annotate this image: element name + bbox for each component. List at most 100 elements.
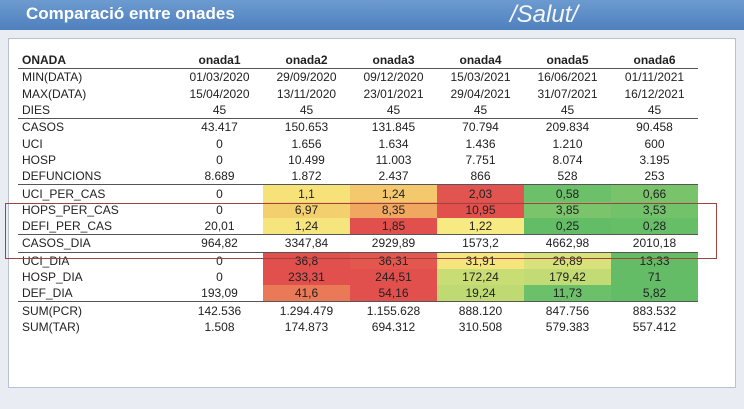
cell: 1.210 (552, 136, 583, 151)
cell: 10.499 (288, 152, 325, 167)
cell: 1,24 (263, 217, 350, 236)
row-label: MAX(DATA) (22, 86, 87, 101)
comparison-table: ONADA onada1 onada2 onada3 onada4 onada5 onada… (18, 52, 698, 335)
cell: 866 (437, 168, 524, 186)
cell: 253 (611, 168, 698, 186)
row-label: CASOS (22, 120, 65, 135)
highlight-box (5, 203, 717, 259)
column-header: onada4 (437, 52, 524, 70)
cell: 1.656 (291, 136, 322, 151)
cell: 193,09 (176, 285, 263, 303)
cell: 0,25 (524, 217, 611, 236)
cell: 1,22 (437, 217, 524, 236)
cell: 1.155.628 (366, 303, 421, 318)
column-header: onada1 (176, 52, 263, 70)
row-label: DIES (18, 101, 176, 120)
cell: 1.508 (204, 319, 235, 334)
cell: 43.417 (201, 120, 238, 135)
row-label: HOSP_DIA (22, 270, 83, 284)
cell: 847.756 (545, 303, 590, 318)
cell: 1.294.479 (279, 303, 334, 318)
row-label: SUM(TAR) (22, 319, 80, 334)
cell: 23/01/2021 (363, 86, 424, 101)
cell: 0 (216, 136, 223, 151)
row-label: UCI (22, 136, 43, 151)
cell: 3347,84 (263, 234, 350, 253)
cell: 233,31 (263, 268, 350, 286)
cell: 20,01 (176, 217, 263, 236)
column-header: onada3 (350, 52, 437, 70)
cell: 01/11/2021 (624, 70, 685, 85)
cell: 528 (524, 168, 611, 186)
row-label: CASOS_DIA (18, 234, 176, 253)
cell: 5,82 (611, 285, 698, 303)
cell: 15/03/2021 (450, 70, 511, 85)
cell: 244,51 (350, 268, 437, 286)
cell: 2.437 (350, 168, 437, 186)
cell: 0 (216, 152, 223, 167)
cell: 01/03/2020 (189, 70, 250, 85)
cell: 71 (611, 268, 698, 286)
cell: 0 (216, 186, 223, 201)
cell: 41,6 (263, 285, 350, 303)
row-label: UCI_DIA (22, 253, 70, 268)
cell: 3.195 (639, 152, 670, 167)
column-header: onada2 (263, 52, 350, 70)
cell: 150.653 (284, 120, 329, 135)
cell: 45 (437, 101, 524, 120)
cell: 09/12/2020 (363, 70, 424, 85)
cell: 45 (350, 101, 437, 120)
cell: 36,31 (350, 252, 437, 269)
row-label: HOSP (22, 152, 57, 167)
header-row: ONADA onada1 onada2 onada3 onada4 onada5 onada… (18, 52, 698, 70)
cell: 15/04/2020 (189, 86, 250, 101)
table-row: DEFUNCIONS 8.689 1.872 2.437 866 528 253 (18, 168, 698, 186)
brand: /Salut/ (510, 1, 579, 28)
cell: 26,89 (524, 252, 611, 269)
cell: 310.508 (458, 319, 503, 334)
cell: 8,35 (350, 201, 437, 218)
title: Comparació entre onades (26, 4, 235, 23)
cell: 6,97 (263, 201, 350, 218)
cell: 1,1 (263, 184, 350, 202)
cell: 3,53 (611, 201, 698, 218)
table-row: UCI 0 1.656 1.634 1.436 1.210 600 (18, 135, 698, 151)
cell: 3,85 (524, 201, 611, 218)
cell: 45 (263, 101, 350, 120)
cell: 19,24 (437, 285, 524, 303)
cell: 142.536 (197, 303, 242, 318)
cell: 45 (176, 101, 263, 120)
table-row: CASOS 43.417 150.653 131.845 70.794 209.834 90… (18, 119, 698, 136)
table-row: HOSP_DIA 0 233,31 244,51 172,24 179,42 71 (18, 268, 698, 286)
cell: 579.383 (545, 319, 590, 334)
column-header: onada5 (524, 52, 611, 70)
cell: 0 (216, 253, 223, 268)
table-row: HOPS_PER_CAS 0 6,97 8,35 10,95 3,85 3,53 (18, 201, 698, 218)
cell: 1573,2 (437, 234, 524, 253)
row-label: DEFI_PER_CAS (18, 217, 176, 236)
cell: 694.312 (371, 319, 416, 334)
cell: 11.003 (375, 152, 412, 167)
table-row: DEFI_PER_CAS 20,01 1,24 1,85 1,22 0,25 0,28 (18, 217, 698, 236)
cell: 209.834 (545, 120, 590, 135)
cell: 7.751 (465, 152, 496, 167)
cell: 1,24 (350, 184, 437, 202)
table-row: UCI_DIA 0 36,8 36,31 31,91 26,89 13,33 (18, 252, 698, 269)
column-header: onada6 (611, 52, 698, 70)
cell: 8.689 (176, 168, 263, 186)
cell: 13,33 (611, 252, 698, 269)
cell: 1.634 (378, 136, 409, 151)
cell: 131.845 (371, 120, 416, 135)
cell: 16/06/2021 (537, 70, 598, 85)
cell: 964,82 (176, 234, 263, 253)
row-label: DEF_DIA (18, 285, 176, 303)
table-row: SUM(TAR) 1.508 174.873 694.312 310.508 579.38… (18, 319, 698, 335)
cell: 174.873 (284, 319, 329, 334)
row-label: MIN(DATA) (22, 70, 83, 85)
cell: 29/04/2021 (450, 86, 511, 101)
cell: 883.532 (632, 303, 677, 318)
cell: 31,91 (437, 252, 524, 269)
row-label: HOPS_PER_CAS (22, 202, 119, 217)
column-header: ONADA (18, 52, 176, 70)
